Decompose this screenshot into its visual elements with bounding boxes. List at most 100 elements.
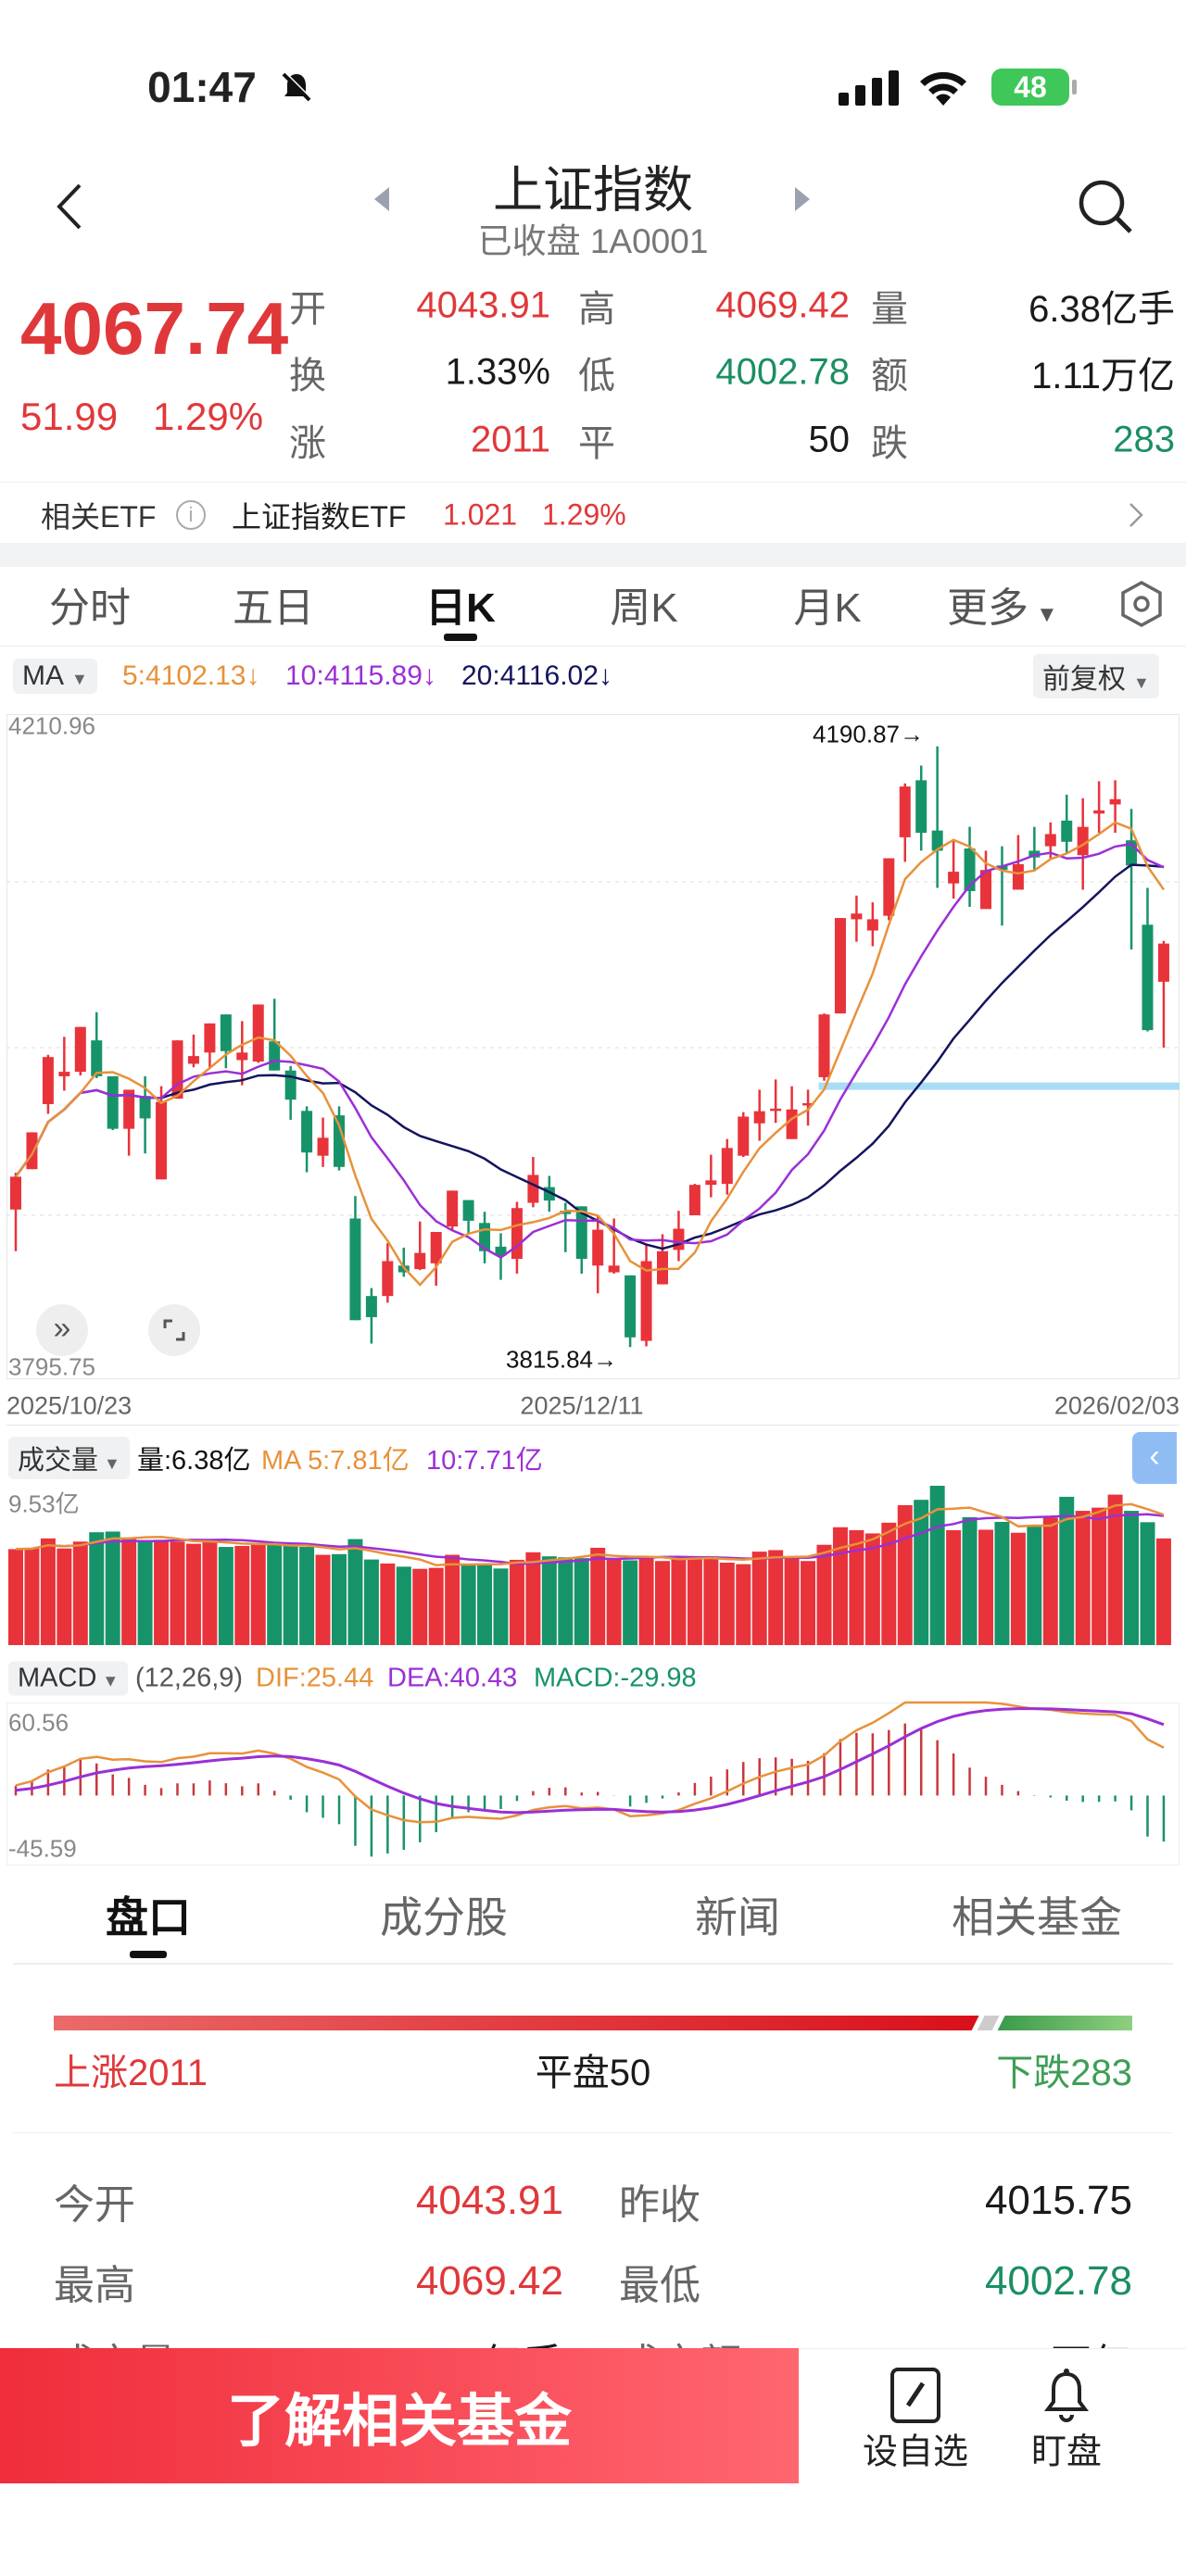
volume-bar — [315, 1554, 331, 1645]
candle-body — [1077, 826, 1089, 856]
candle-body — [1012, 863, 1024, 890]
kline-chart[interactable] — [6, 714, 1180, 1379]
volume-chart[interactable] — [6, 1482, 1180, 1647]
last-price: 4067.74 — [20, 287, 289, 370]
battery-level: 48 — [1014, 70, 1047, 104]
candle-body — [770, 1108, 782, 1112]
macd-dea: DEA:40.43 — [387, 1663, 518, 1693]
volume-indicator-selector[interactable]: 成交量 ▼ — [8, 1437, 130, 1479]
volume-bar — [638, 1557, 654, 1645]
stat-label: 平 — [578, 423, 615, 464]
info-icon[interactable]: i — [176, 500, 206, 530]
tab-intraday[interactable]: 分时 — [49, 585, 131, 631]
candle-body — [236, 1052, 248, 1061]
search-icon[interactable] — [1077, 178, 1134, 235]
macd-chart[interactable] — [6, 1701, 1180, 1866]
volume-bar — [493, 1568, 509, 1645]
caret-down-icon: ▼ — [1133, 673, 1150, 692]
collapse-panel-icon[interactable]: ‹ — [1132, 1432, 1177, 1484]
volume-bar — [218, 1547, 233, 1645]
decliners-count: 下跌283 — [996, 2053, 1132, 2093]
settings-icon[interactable] — [1119, 580, 1164, 628]
candle-body — [334, 1115, 345, 1167]
volume-bar — [347, 1539, 363, 1645]
volume-bar — [671, 1557, 687, 1645]
volume-bar — [784, 1556, 800, 1645]
ma-selector-label: MA — [22, 660, 64, 691]
volume-bar — [380, 1563, 396, 1645]
candle-body — [1061, 820, 1073, 842]
volume-ma5: MA 5:7.81亿 — [261, 1446, 410, 1476]
candle-body — [818, 1014, 830, 1077]
add-watchlist-button[interactable]: 设自选 — [863, 2367, 968, 2478]
battery-indicator: 48 — [991, 69, 1069, 106]
candle-body — [430, 1231, 442, 1263]
tab-monthly-k[interactable]: 月K — [793, 585, 862, 631]
decliners-bar — [997, 2016, 1132, 2030]
pankou-label: 最低 — [619, 2263, 700, 2308]
tab-weekly-k[interactable]: 周K — [610, 585, 678, 631]
candle-body — [349, 1218, 361, 1321]
status-time: 01:47 — [147, 63, 257, 111]
tab-daily-k[interactable]: 日K — [425, 585, 496, 631]
macd-params: (12,26,9) — [135, 1663, 244, 1693]
tab-pankou[interactable]: 盘口 — [106, 1893, 191, 1941]
volume-bar — [1010, 1532, 1026, 1645]
volume-bar — [574, 1558, 589, 1645]
expand-sidebar-icon[interactable]: » — [36, 1304, 88, 1356]
pankou-value: 4043.91 — [415, 2178, 563, 2223]
candle-body — [640, 1261, 652, 1341]
learn-funds-label: 了解相关基金 — [226, 2390, 573, 2454]
dea-line — [15, 1707, 1165, 1815]
tab-news[interactable]: 新闻 — [695, 1893, 780, 1941]
monitor-button[interactable]: 盯盘 — [1029, 2367, 1104, 2478]
volume-bar — [363, 1559, 379, 1645]
adjust-selector[interactable]: 前复权 ▼ — [1033, 654, 1159, 698]
prev-index-icon[interactable] — [372, 185, 391, 213]
tab-five-day[interactable]: 五日 — [233, 585, 314, 631]
candle-body — [625, 1275, 637, 1338]
candle-body — [187, 1056, 199, 1064]
caret-down-icon: ▼ — [1036, 602, 1058, 627]
caret-down-icon: ▼ — [102, 1671, 120, 1690]
date-mid: 2025/12/11 — [520, 1391, 644, 1420]
learn-funds-button[interactable]: 了解相关基金 — [0, 2348, 799, 2483]
stat-label: 额 — [871, 356, 908, 396]
macd-indicator-selector[interactable]: MACD ▼ — [8, 1661, 129, 1696]
high-marker: 4190.87→ — [813, 720, 924, 748]
volume-bar — [768, 1550, 784, 1645]
volume-bar — [1091, 1507, 1107, 1645]
volume-bar — [1059, 1496, 1075, 1645]
candle-body — [382, 1261, 394, 1297]
candle-body — [996, 865, 1008, 871]
ma-selector[interactable]: MA ▼ — [13, 659, 97, 694]
back-icon[interactable] — [54, 182, 85, 232]
volume-selector-label: 成交量 — [18, 1446, 99, 1476]
candle-body — [883, 858, 895, 916]
candle-body — [414, 1252, 426, 1270]
unchanged-bar — [977, 2016, 1000, 2030]
stat-value: 6.38亿手 — [1028, 289, 1175, 330]
candle-body — [1157, 943, 1169, 982]
candle-body — [834, 918, 846, 1014]
tab-related-funds[interactable]: 相关基金 — [952, 1893, 1122, 1941]
volume-bar — [751, 1552, 767, 1645]
candle-body — [511, 1208, 523, 1260]
volume-bar — [412, 1568, 428, 1645]
etf-price: 1.021 — [443, 497, 518, 532]
stat-value: 4043.91 — [416, 284, 550, 326]
caret-down-icon: ▼ — [71, 670, 88, 688]
macd-min-label: -45.59 — [8, 1834, 77, 1863]
stat-label: 开 — [289, 289, 326, 330]
next-index-icon[interactable] — [793, 185, 812, 213]
tab-constituents[interactable]: 成分股 — [380, 1893, 508, 1941]
volume-bar — [202, 1539, 218, 1645]
fullscreen-icon[interactable] — [148, 1304, 200, 1356]
candle-body — [1044, 834, 1056, 847]
stat-label: 换 — [289, 356, 326, 396]
kline-chart-frame[interactable] — [6, 714, 1180, 1379]
volume-bar — [445, 1554, 461, 1645]
related-etf-row[interactable]: 相关ETF i 上证指数ETF 1.021 1.29% — [0, 482, 1186, 543]
candle-body — [58, 1072, 70, 1076]
tab-more[interactable]: 更多 ▼ — [947, 574, 1058, 634]
